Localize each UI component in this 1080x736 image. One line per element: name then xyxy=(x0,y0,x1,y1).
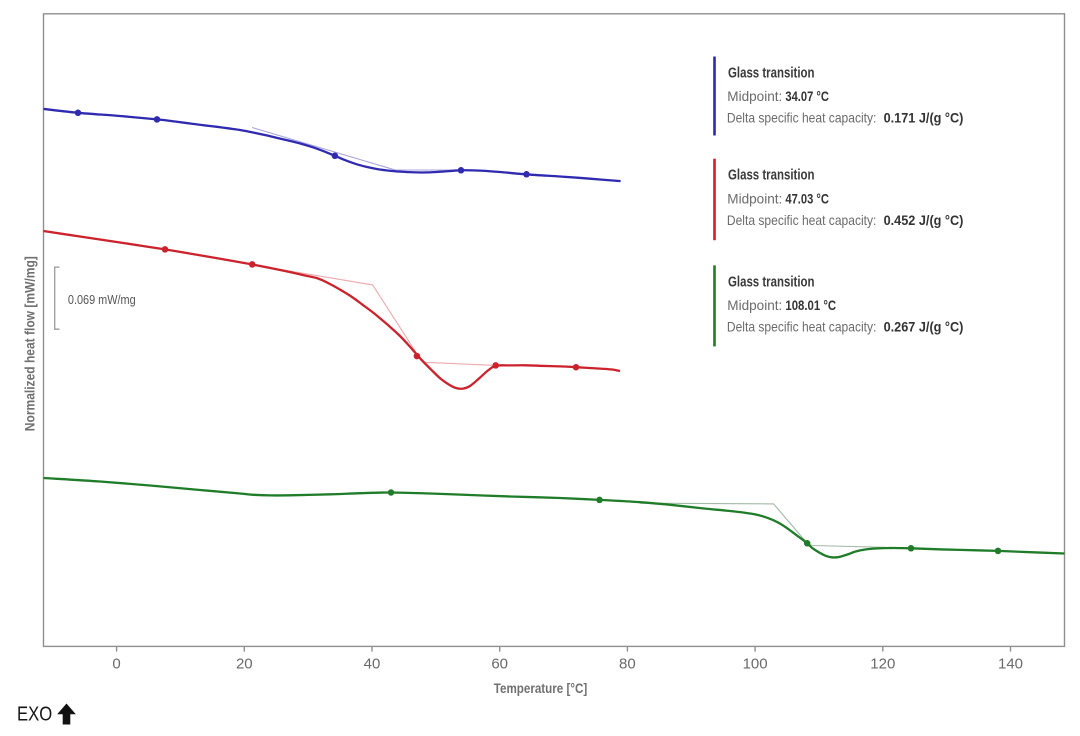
svg-text:34.07 °C: 34.07 °C xyxy=(785,88,829,104)
svg-text:80: 80 xyxy=(619,656,636,673)
svg-text:0.267 J/(g °C): 0.267 J/(g °C) xyxy=(884,319,964,335)
svg-text:Temperature [°C]: Temperature [°C] xyxy=(494,681,588,696)
svg-text:Midpoint:: Midpoint: xyxy=(727,88,782,104)
svg-text:40: 40 xyxy=(364,656,381,673)
svg-text:0.171 J/(g °C): 0.171 J/(g °C) xyxy=(884,110,964,126)
svg-text:140: 140 xyxy=(998,656,1023,673)
svg-text:Midpoint:: Midpoint: xyxy=(727,190,782,206)
svg-text:Normalized heat flow [mW/mg]: Normalized heat flow [mW/mg] xyxy=(23,256,38,431)
svg-text:0: 0 xyxy=(112,656,120,673)
svg-text:60: 60 xyxy=(491,656,508,673)
svg-text:Midpoint:: Midpoint: xyxy=(727,297,782,313)
svg-text:120: 120 xyxy=(870,656,895,673)
svg-text:EXO: EXO xyxy=(17,703,52,726)
svg-text:0.069 mW/mg: 0.069 mW/mg xyxy=(68,293,136,307)
svg-text:Delta specific heat capacity:: Delta specific heat capacity: xyxy=(727,110,877,126)
svg-text:Glass transition: Glass transition xyxy=(728,66,815,82)
svg-text:Glass transition: Glass transition xyxy=(728,274,815,290)
svg-text:108.01 °C: 108.01 °C xyxy=(785,297,836,313)
svg-text:Delta specific heat capacity:: Delta specific heat capacity: xyxy=(727,212,877,228)
svg-text:20: 20 xyxy=(236,656,253,673)
svg-text:Delta specific heat capacity:: Delta specific heat capacity: xyxy=(727,319,877,335)
svg-text:Glass transition: Glass transition xyxy=(728,168,815,184)
svg-text:0.452 J/(g °C): 0.452 J/(g °C) xyxy=(884,212,964,228)
svg-text:47.03 °C: 47.03 °C xyxy=(785,190,829,206)
svg-text:100: 100 xyxy=(743,656,768,673)
